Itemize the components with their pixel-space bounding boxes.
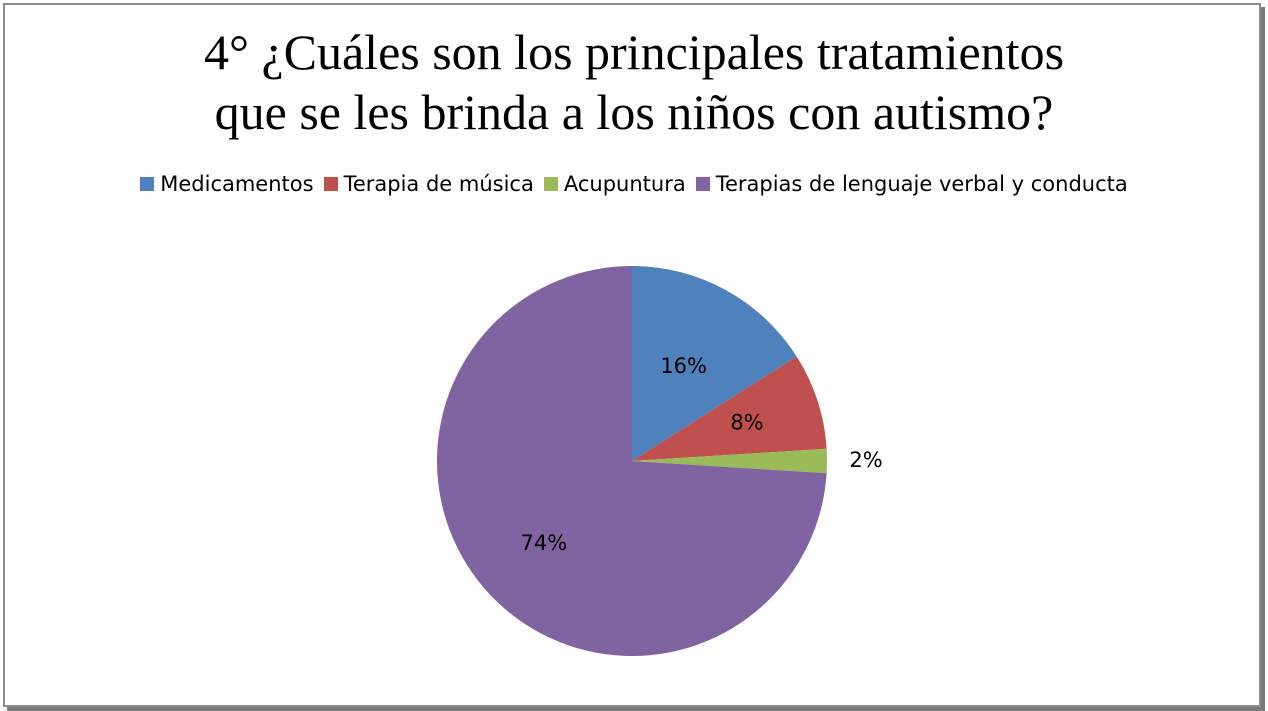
data-label-medicamentos: 16% — [660, 354, 707, 378]
legend-item-acupuntura: Acupuntura — [543, 172, 686, 196]
pie-slice-terapias-lenguaje — [437, 266, 827, 657]
legend-swatch — [140, 177, 155, 191]
pie-slice-acupuntura — [632, 448, 828, 474]
chart-title-line-1: 4° ¿Cuáles son los principales tratamien… — [203, 24, 1065, 80]
legend-swatch — [695, 177, 710, 191]
legend-label: Terapia de música — [343, 172, 534, 196]
legend-item-terapias-lenguaje: Terapias de lenguaje verbal y conducta — [695, 172, 1128, 196]
chart-legend: Medicamentos Terapia de música Acupuntur… — [0, 172, 1268, 196]
pie-slice-terapia-musica — [632, 356, 827, 461]
legend-label: Acupuntura — [563, 172, 686, 196]
pie-slice-medicamentos — [632, 266, 797, 461]
legend-item-medicamentos: Medicamentos — [140, 172, 314, 196]
chart-title-line-2: que se les brinda a los niños con autism… — [214, 84, 1054, 140]
data-label-terapias-lenguaje: 74% — [521, 531, 568, 555]
legend-label: Medicamentos — [160, 172, 314, 196]
legend-label: Terapias de lenguaje verbal y conducta — [715, 172, 1128, 196]
data-label-terapia-musica: 8% — [730, 411, 763, 435]
legend-item-terapia-musica: Terapia de música — [323, 172, 534, 196]
data-label-acupuntura: 2% — [849, 448, 882, 472]
legend-swatch — [543, 177, 558, 191]
legend-swatch — [323, 177, 338, 191]
chart-title: 4° ¿Cuáles son los principales tratamien… — [0, 22, 1268, 142]
